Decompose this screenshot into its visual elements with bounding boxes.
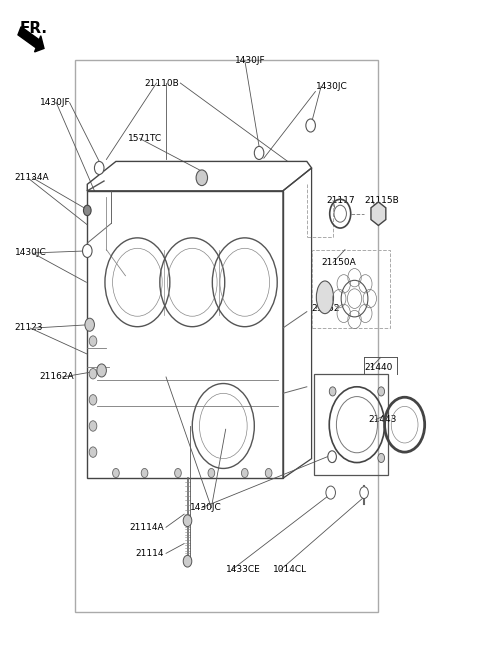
Text: 1430JF: 1430JF xyxy=(39,98,70,107)
Ellipse shape xyxy=(316,281,334,314)
Circle shape xyxy=(85,318,95,331)
Bar xyxy=(314,374,388,475)
Text: 21162A: 21162A xyxy=(39,373,74,382)
Text: 1430JC: 1430JC xyxy=(316,82,348,91)
Circle shape xyxy=(97,364,107,377)
Text: 1571TC: 1571TC xyxy=(128,134,162,143)
Circle shape xyxy=(175,468,181,478)
Text: 21134A: 21134A xyxy=(15,173,49,182)
Circle shape xyxy=(265,468,272,478)
Circle shape xyxy=(360,487,368,499)
Text: 21440: 21440 xyxy=(364,363,393,372)
Text: 21114: 21114 xyxy=(135,549,164,558)
Text: 21117: 21117 xyxy=(326,196,355,205)
Circle shape xyxy=(84,205,91,216)
Text: 1430JC: 1430JC xyxy=(190,503,222,512)
Circle shape xyxy=(329,387,336,396)
Circle shape xyxy=(83,245,92,257)
Circle shape xyxy=(254,146,264,159)
Text: 21150A: 21150A xyxy=(321,258,356,267)
Circle shape xyxy=(334,205,347,222)
Text: 1430JF: 1430JF xyxy=(235,56,266,65)
Circle shape xyxy=(183,515,192,527)
Bar xyxy=(75,60,378,612)
Circle shape xyxy=(89,395,97,405)
Text: 1014CL: 1014CL xyxy=(274,565,308,574)
Bar xyxy=(312,250,390,328)
Circle shape xyxy=(306,119,315,132)
Circle shape xyxy=(89,420,97,431)
Circle shape xyxy=(378,453,384,462)
Text: FR.: FR. xyxy=(20,21,48,36)
Circle shape xyxy=(329,453,336,462)
Circle shape xyxy=(183,556,192,567)
Circle shape xyxy=(196,170,207,186)
Text: 21123: 21123 xyxy=(15,323,43,333)
Text: 1433CE: 1433CE xyxy=(226,565,261,574)
Circle shape xyxy=(89,369,97,379)
Circle shape xyxy=(95,161,104,174)
Circle shape xyxy=(113,468,119,478)
Circle shape xyxy=(378,387,384,396)
Text: 1430JC: 1430JC xyxy=(15,249,47,257)
FancyArrow shape xyxy=(18,27,44,52)
Circle shape xyxy=(89,336,97,346)
Circle shape xyxy=(373,207,383,220)
Text: 21443: 21443 xyxy=(369,415,397,424)
Circle shape xyxy=(328,451,336,462)
Circle shape xyxy=(241,468,248,478)
Text: 21110B: 21110B xyxy=(144,79,180,87)
Circle shape xyxy=(326,486,336,499)
Circle shape xyxy=(141,468,148,478)
Text: 21114A: 21114A xyxy=(129,523,164,532)
Text: 21115B: 21115B xyxy=(364,196,399,205)
Circle shape xyxy=(208,468,215,478)
Circle shape xyxy=(89,447,97,457)
Polygon shape xyxy=(371,202,386,226)
Text: 21152: 21152 xyxy=(312,304,340,313)
